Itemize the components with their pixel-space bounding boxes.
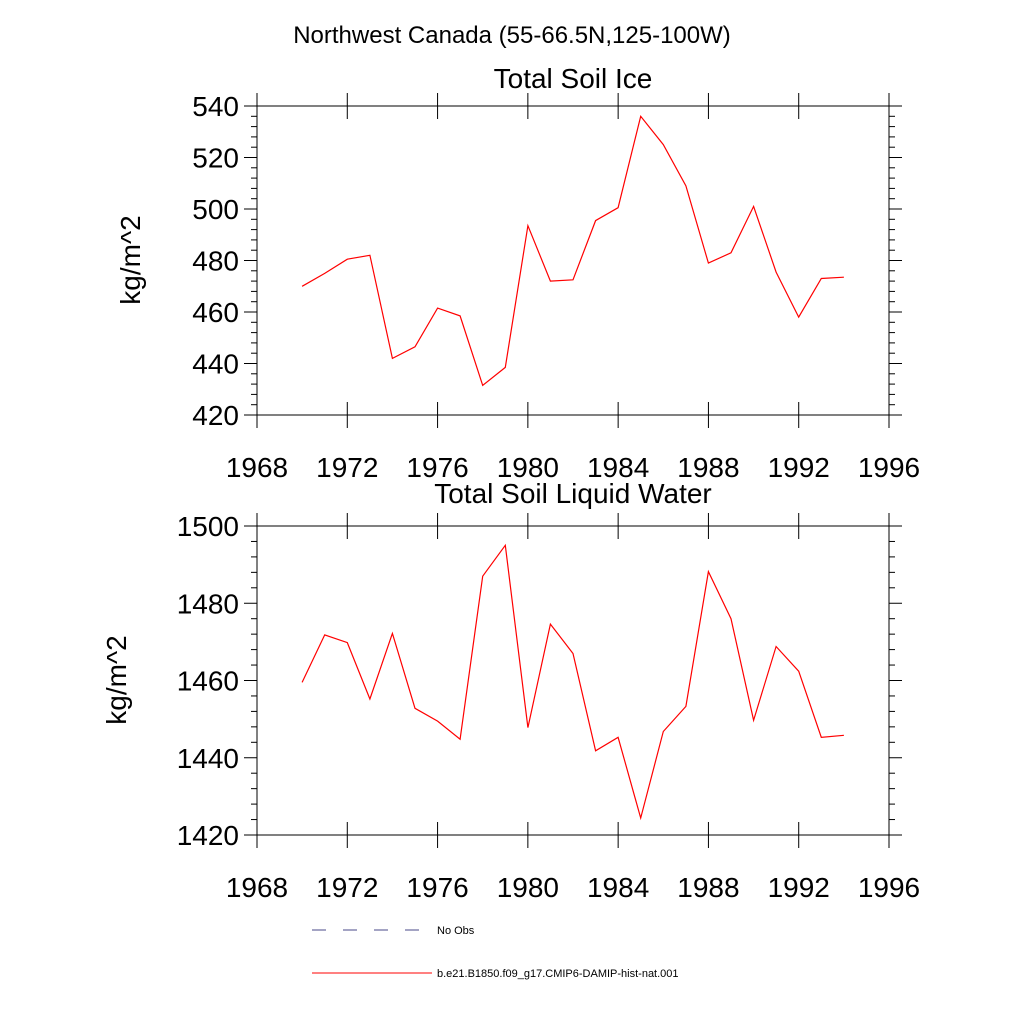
figure-title: Northwest Canada (55-66.5N,125-100W) xyxy=(293,22,731,49)
y-tick-label: 1500 xyxy=(177,511,239,542)
series-line xyxy=(301,543,844,821)
y-tick-label: 1420 xyxy=(177,820,239,851)
chart-title: Total Soil Liquid Water xyxy=(434,478,712,509)
y-tick-label: 1460 xyxy=(177,666,239,697)
plot-frame xyxy=(256,105,890,416)
legend: No Obs b.e21.B1850.f09_g17.CMIP6-DAMIP-h… xyxy=(312,925,679,980)
y-tick-label: 520 xyxy=(192,143,239,174)
x-tick-label: 1968 xyxy=(226,452,288,483)
plot-frame xyxy=(256,525,890,836)
x-tick-label: 1976 xyxy=(406,872,468,903)
y-tick-label: 1480 xyxy=(177,588,239,619)
y-axis-label: kg/m^2 xyxy=(101,635,132,724)
y-tick-label: 460 xyxy=(192,297,239,328)
y-tick-label: 500 xyxy=(192,194,239,225)
chart-title: Total Soil Ice xyxy=(494,63,653,94)
y-tick-label: 420 xyxy=(192,400,239,431)
x-tick-label: 1992 xyxy=(768,452,830,483)
x-tick-label: 1984 xyxy=(587,872,649,903)
x-tick-label: 1992 xyxy=(768,872,830,903)
y-tick-label: 540 xyxy=(192,91,239,122)
x-tick-label: 1984 xyxy=(587,452,649,483)
x-tick-label: 1988 xyxy=(677,452,739,483)
series-line xyxy=(301,114,844,387)
chart-panel-soil-ice: Total Soil Ice kg/m^2 1968 1972 1976 1980 1984… xyxy=(115,63,920,483)
x-tick-label: 1976 xyxy=(406,452,468,483)
x-tick-label: 1972 xyxy=(316,872,378,903)
x-tick-label: 1972 xyxy=(316,452,378,483)
x-tick-label: 1996 xyxy=(858,452,920,483)
y-tick-label: 440 xyxy=(192,349,239,380)
x-tick-label: 1988 xyxy=(677,872,739,903)
x-tick-label: 1980 xyxy=(497,452,559,483)
x-tick-label: 1968 xyxy=(226,872,288,903)
y-tick-label: 480 xyxy=(192,246,239,277)
chart-panel-soil-liquid-water: Total Soil Liquid Water kg/m^2 1968 1972 197… xyxy=(101,478,920,903)
legend-model-label: b.e21.B1850.f09_g17.CMIP6-DAMIP-hist-nat… xyxy=(437,968,679,980)
x-tick-label: 1996 xyxy=(858,872,920,903)
legend-obs-label: No Obs xyxy=(437,925,475,937)
x-tick-label: 1980 xyxy=(497,872,559,903)
y-axis-label: kg/m^2 xyxy=(115,215,146,304)
y-tick-label: 1440 xyxy=(177,743,239,774)
